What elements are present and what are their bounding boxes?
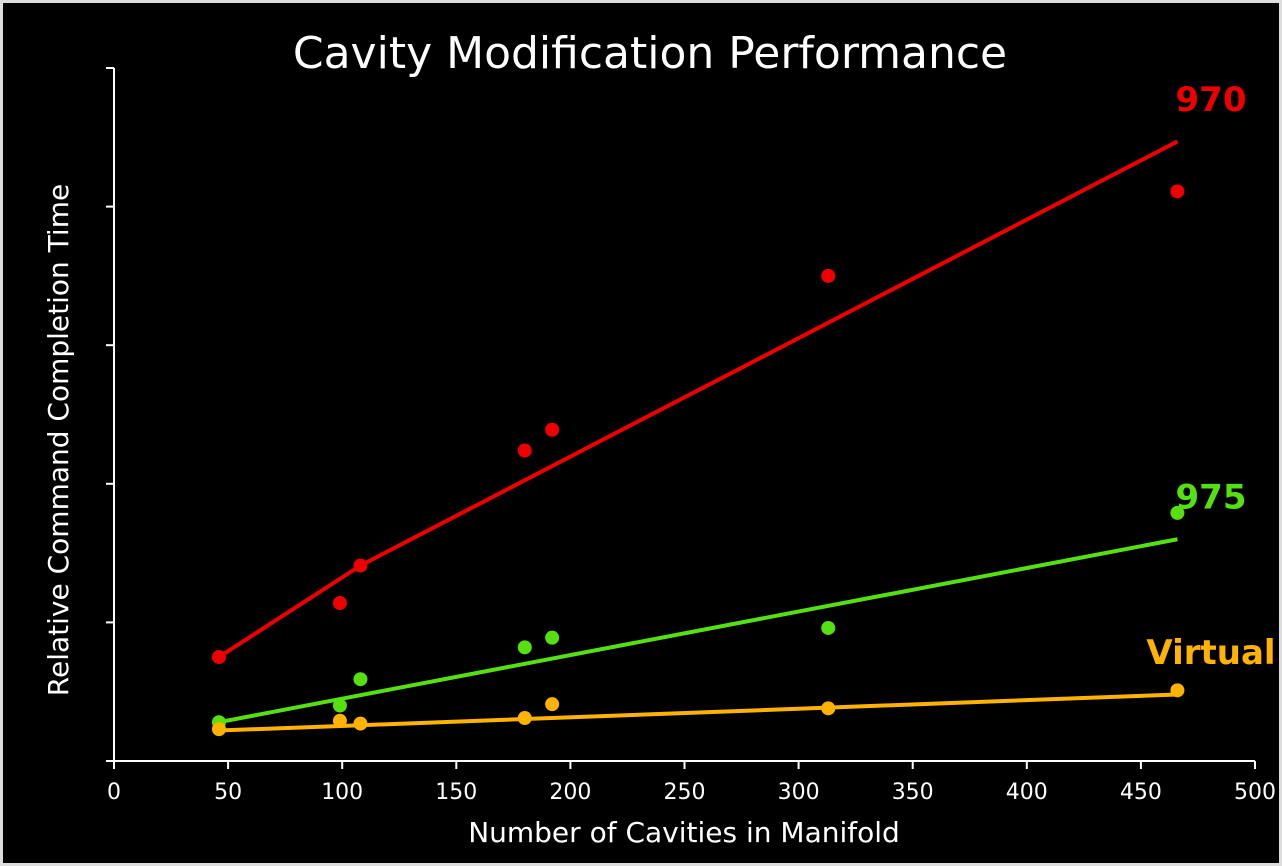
y-axis-label: Relative Command Completion Time	[42, 184, 75, 696]
x-tick-label: 450	[1120, 780, 1162, 805]
point	[545, 422, 560, 437]
x-tick-label: 250	[664, 780, 706, 805]
point	[332, 595, 347, 610]
series-label: 970	[1176, 80, 1247, 120]
point	[821, 268, 836, 283]
point	[353, 716, 368, 731]
series-label: 975	[1176, 478, 1247, 518]
point	[211, 650, 226, 665]
point	[353, 672, 368, 687]
x-tick-label: 100	[321, 780, 363, 805]
x-tick-label: 50	[214, 780, 242, 805]
x-axis-label: Number of Cavities in Manifold	[468, 816, 900, 849]
point	[517, 443, 532, 458]
trend-line	[218, 537, 1178, 725]
x-tick-label: 200	[549, 780, 591, 805]
x-tick-label: 400	[1006, 780, 1048, 805]
point	[332, 698, 347, 713]
point	[517, 711, 532, 726]
chart-title: Cavity Modification Performance	[293, 28, 1007, 79]
x-tick-label: 300	[778, 780, 820, 805]
point	[517, 640, 532, 655]
point	[545, 697, 560, 712]
series-label: Virtual	[1146, 633, 1275, 673]
point	[353, 558, 368, 573]
point	[332, 713, 347, 728]
x-tick-label: 0	[107, 780, 121, 805]
x-tick-label: 150	[435, 780, 477, 805]
point	[1170, 683, 1185, 698]
point	[545, 630, 560, 645]
point	[821, 620, 836, 635]
point	[1170, 184, 1185, 199]
x-tick-label: 350	[892, 780, 934, 805]
point	[821, 701, 836, 716]
point	[1170, 505, 1185, 520]
point	[211, 722, 226, 737]
x-tick-label: 500	[1234, 780, 1276, 805]
